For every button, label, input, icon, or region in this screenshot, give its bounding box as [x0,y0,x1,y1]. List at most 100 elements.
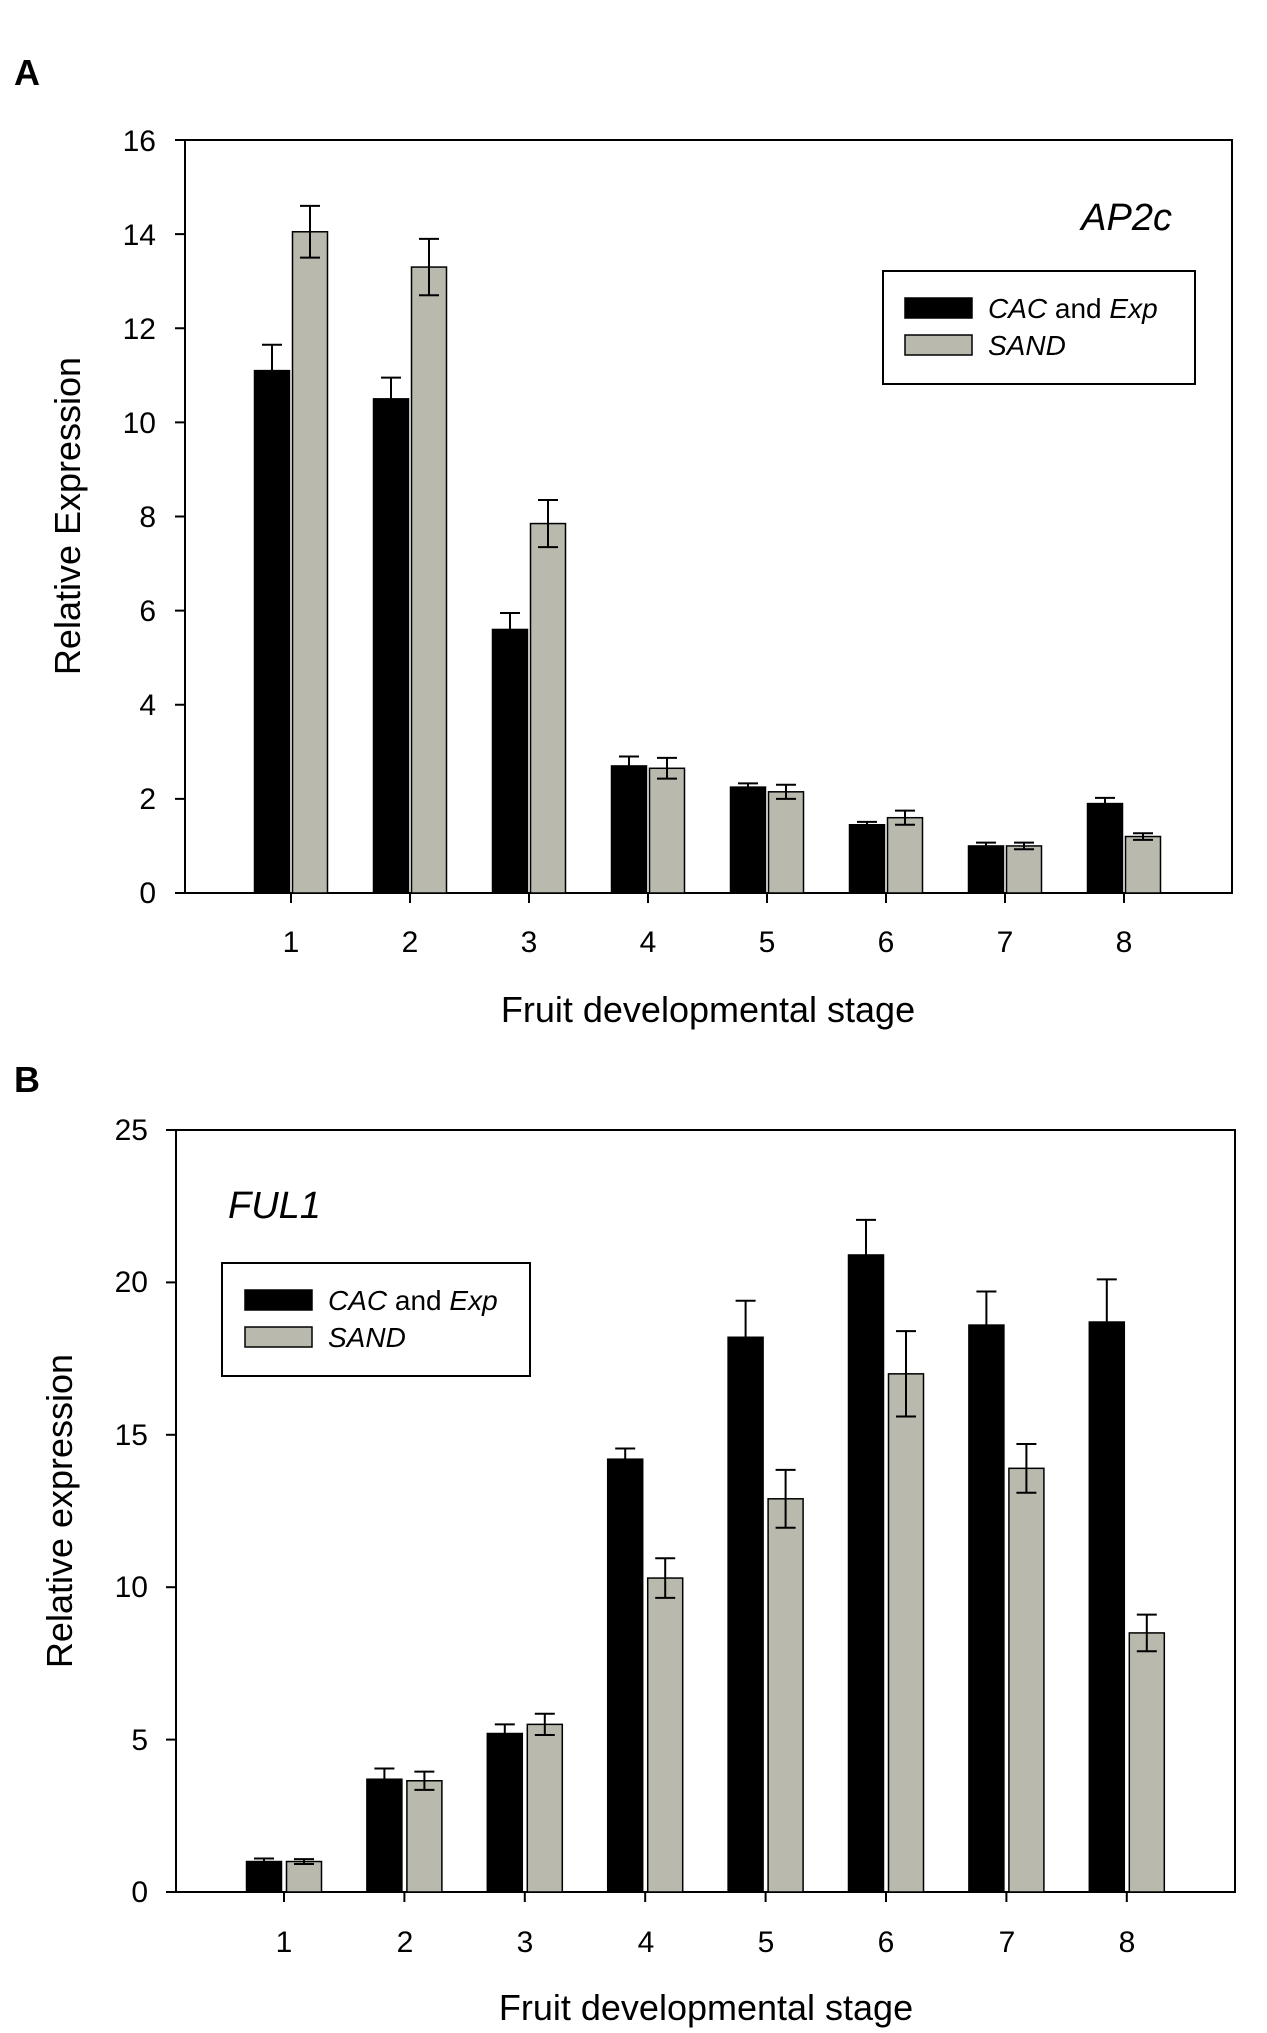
ytick-label: 0 [139,877,156,910]
error-bar [419,237,439,297]
legend-label-sand: SAND [988,330,1066,361]
panel-a-ytick-lines [175,139,1125,903]
bar-sand [1005,845,1043,894]
bar-cac-exp [606,1458,644,1893]
panel-a-plot-frame [184,139,1233,894]
xtick-label: 2 [402,926,419,959]
bar-sand [285,1860,323,1893]
panel-b-letter: B [14,1059,40,1100]
ytick-label: 6 [139,595,156,628]
ytick-label: 0 [131,1876,148,1909]
error-bar [381,376,401,422]
bar-cac-exp [245,1860,283,1893]
ytick-label: 8 [139,501,156,534]
error-bar [1016,1442,1037,1494]
bar-sand [767,791,805,894]
bar-cac-exp [610,765,648,894]
bar-sand [767,1498,804,1893]
panel-a: A 0 2 4 6 8 10 12 14 16 1 2 3 4 5 6 7 8 … [14,52,1233,1030]
bar-cac-exp [253,369,291,894]
error-bar [857,820,877,829]
xtick-label: 5 [758,1926,775,1959]
error-bar [538,499,558,549]
bar-sand [410,266,448,894]
ytick-label: 20 [115,1266,148,1299]
ytick-label: 16 [123,125,156,158]
panel-b-y-axis-title: Relative expression [39,1354,80,1668]
xtick-label: 3 [521,926,538,959]
bar-cac-exp [486,1732,524,1893]
error-bar [896,1330,916,1418]
xtick-label: 6 [878,1926,895,1959]
legend-label-cac-exp: CAC and Exp [328,1285,498,1316]
bar-cac-exp [727,1336,764,1893]
ytick-label: 14 [123,219,156,252]
xtick-label: 7 [999,1926,1016,1959]
panel-b-ytick-lines [166,1129,1128,1902]
xtick-label: 6 [878,926,895,959]
ytick-label: 15 [115,1419,148,1452]
xtick-label: 4 [640,926,657,959]
error-bar [655,1557,676,1599]
bar-cac-exp [1088,1321,1126,1893]
ytick-label: 12 [123,313,156,346]
error-bar [1136,1613,1157,1653]
error-bar [738,782,758,792]
error-bar [1133,832,1153,841]
legend-swatch-sand [244,1326,313,1348]
ytick-label: 5 [131,1724,148,1757]
error-bar [534,1712,555,1737]
error-bar [300,204,320,259]
bar-sand [648,767,686,894]
panel-b: B 0 5 10 15 20 25 1 2 3 4 5 6 7 8 Fruit … [14,1059,1236,2028]
bar-sand [646,1577,684,1893]
error-bar [895,809,915,826]
panel-b-bars [245,1218,1166,1893]
ytick-label: 10 [115,1571,148,1604]
error-bar [619,755,639,777]
panel-b-x-axis-title: Fruit developmental stage [499,1987,913,2028]
ytick-label: 10 [123,407,156,440]
error-bar [776,783,796,800]
bar-sand [1008,1467,1045,1893]
xtick-label: 5 [759,926,776,959]
xtick-label: 3 [517,1926,534,1959]
error-bar [1014,841,1034,851]
legend-label-sand: SAND [328,1322,406,1353]
panel-a-bars [253,204,1162,894]
bar-cac-exp [968,1324,1005,1893]
legend-swatch-cac-exp [904,297,973,319]
bar-cac-exp [491,628,529,894]
bar-cac-exp [1086,802,1124,894]
panel-a-letter: A [14,52,40,93]
error-bar [1096,1278,1117,1366]
error-bar [735,1299,756,1375]
legend-box [882,270,1196,385]
panel-a-x-axis-title: Fruit developmental stage [501,989,915,1030]
error-bar [294,1858,314,1865]
bar-sand [526,1723,564,1893]
error-bar [500,611,520,647]
error-bar [775,1468,796,1529]
bar-sand [406,1779,443,1893]
panel-a-legend: CAC and Exp SAND [882,270,1196,385]
xtick-label: 4 [638,1926,655,1959]
ytick-label: 25 [115,1114,148,1147]
error-bar [262,343,282,398]
bar-cac-exp [372,398,410,894]
panel-a-gene-label: AP2c [1079,197,1172,239]
ytick-label: 4 [139,689,156,722]
bar-cac-exp [848,824,886,894]
xtick-label: 1 [276,1926,293,1959]
error-bar [1095,796,1115,811]
bar-sand [1128,1632,1166,1893]
legend-swatch-sand [904,334,973,356]
legend-box [221,1262,531,1377]
panel-a-ytick-labels: 0 2 4 6 8 10 12 14 16 [123,125,156,910]
panel-b-xtick-labels: 1 2 3 4 5 6 7 8 [276,1926,1136,1959]
error-bar [494,1723,515,1744]
xtick-label: 8 [1116,926,1133,959]
xtick-label: 2 [397,1926,414,1959]
bar-sand [887,1373,925,1893]
